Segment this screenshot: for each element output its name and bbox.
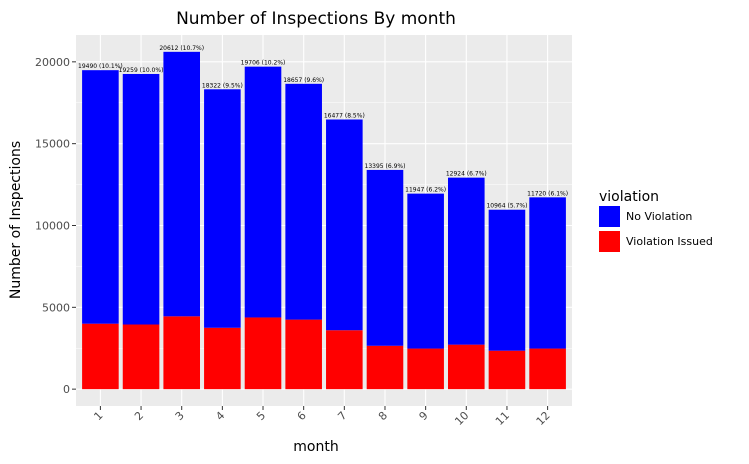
bar-value-label: 20612 (10.7%)	[159, 45, 204, 52]
bar-no-violation	[204, 89, 241, 328]
bar-violation-issued	[529, 348, 566, 390]
y-tick-label: 20000	[35, 56, 70, 69]
bar-value-label: 16477 (8.5%)	[324, 112, 365, 119]
bar-no-violation	[529, 197, 566, 349]
x-axis: 1 2 3 4 5 6 7 8 9 10 11 12	[91, 406, 553, 428]
bar-violation-issued	[407, 348, 444, 390]
bar-value-label: 12924 (6.7%)	[446, 171, 487, 178]
x-tick-label: 1	[91, 409, 105, 423]
legend: violation No Violation Violation Issued	[599, 189, 713, 252]
x-tick-label: 10	[452, 409, 471, 428]
y-tick-label: 0	[63, 383, 70, 396]
legend-swatch-violation-issued	[599, 231, 620, 252]
bar-violation-issued	[204, 327, 241, 390]
bar-violation-issued	[366, 345, 404, 390]
bar-violation-issued	[82, 323, 119, 390]
bar-no-violation	[488, 209, 526, 351]
bar-no-violation	[82, 70, 119, 324]
x-tick-label: 5	[254, 409, 268, 423]
y-axis-title: Number of Inspections	[8, 141, 24, 299]
bar-no-violation	[163, 51, 200, 317]
bar-value-label: 13395 (6.9%)	[365, 163, 406, 170]
x-tick-label: 11	[493, 409, 512, 428]
legend-label-no-violation: No Violation	[626, 210, 692, 223]
bar-no-violation	[407, 193, 444, 349]
bar-value-label: 19259 (10.0%)	[119, 67, 164, 74]
y-tick-label: 5000	[42, 301, 70, 314]
y-tick-label: 10000	[35, 219, 70, 232]
bar-value-label: 19490 (10.1%)	[78, 63, 123, 70]
bar-value-label: 11720 (6.1%)	[527, 190, 568, 197]
bar-violation-issued	[122, 324, 160, 390]
y-tick-label: 15000	[35, 138, 70, 151]
x-tick-label: 7	[335, 409, 349, 423]
legend-title: violation	[599, 189, 659, 205]
bar-value-label: 10964 (5.7%)	[486, 203, 527, 210]
legend-label-violation-issued: Violation Issued	[626, 235, 713, 248]
x-axis-title: month	[293, 439, 338, 455]
bar-value-label: 11947 (6.2%)	[405, 187, 446, 194]
bar-no-violation	[122, 73, 160, 325]
x-tick-label: 12	[534, 409, 553, 428]
x-tick-label: 4	[213, 409, 227, 423]
bar-no-violation	[326, 119, 363, 331]
bars	[82, 51, 566, 390]
bar-value-label: 19706 (10.2%)	[241, 60, 286, 67]
bar-violation-issued	[285, 319, 322, 390]
bar-violation-issued	[488, 350, 526, 390]
bar-violation-issued	[244, 317, 282, 390]
bar-no-violation	[244, 66, 282, 318]
x-tick-label: 2	[132, 409, 146, 423]
bar-violation-issued	[326, 330, 363, 390]
x-tick-label: 6	[295, 409, 309, 423]
bar-violation-issued	[448, 344, 485, 390]
bar-no-violation	[366, 169, 404, 346]
y-axis: 0 5000 10000 15000 20000	[35, 56, 76, 396]
bar-value-label: 18657 (9.6%)	[283, 77, 324, 84]
bar-labels: 19490 (10.1%)19259 (10.0%) 20612 (10.7%) 1…	[78, 45, 568, 210]
bar-no-violation	[285, 83, 322, 320]
chart-title: Number of Inspections By month	[176, 9, 456, 29]
bar-no-violation	[448, 177, 485, 345]
x-tick-label: 9	[417, 409, 431, 423]
x-tick-label: 3	[173, 409, 187, 423]
bar-value-label: 18322 (9.5%)	[202, 82, 243, 89]
x-tick-label: 8	[376, 409, 390, 423]
legend-swatch-no-violation	[599, 206, 620, 227]
bar-violation-issued	[163, 316, 200, 390]
